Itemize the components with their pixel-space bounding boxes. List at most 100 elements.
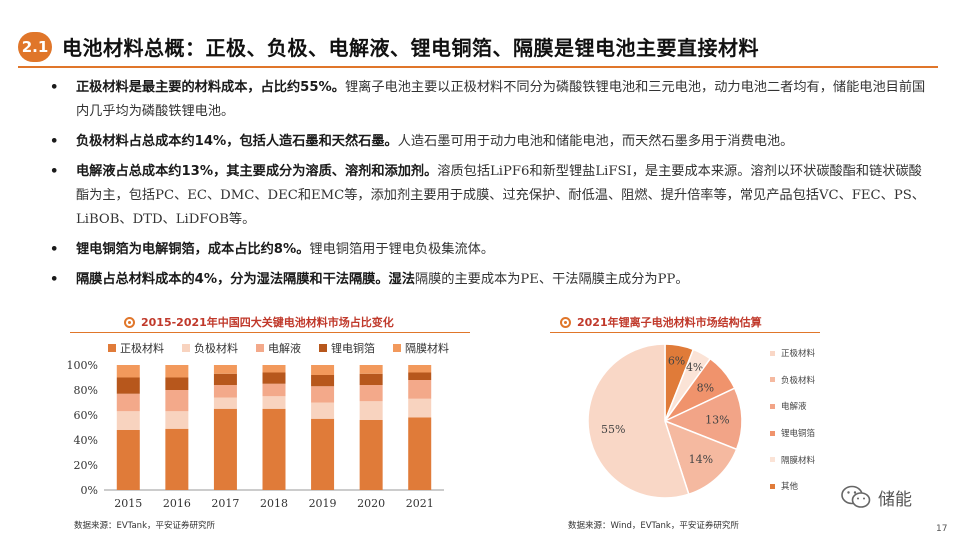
- bullet-dot: •: [50, 134, 59, 149]
- bullet-anode: • 负极材料占总成本约14%，包括人造石墨和天然石墨。人造石墨可用于动力电池和储…: [50, 130, 930, 154]
- bar-segment: [359, 373, 383, 385]
- bullet-dot: •: [50, 242, 59, 257]
- bar-chart-title-rule: [70, 332, 470, 333]
- legend-label: 隔膜材料: [405, 342, 449, 355]
- bar-segment: [165, 428, 189, 490]
- bar-chart-legend: 正极材料 负极材料 电解液 锂电铜箔 隔膜材料: [108, 340, 449, 356]
- bar-chart-title-text: 2015-2021年中国四大关键电池材料市场占比变化: [141, 316, 394, 329]
- pie-legend-swatch: [770, 403, 775, 409]
- bullet-dot: •: [50, 80, 59, 95]
- pie-slice-label: 4%: [686, 361, 703, 374]
- pie-chart: 6%4% 8% 13% 14% 55%: [587, 343, 743, 499]
- bullet-copper-foil: • 锂电铜箔为电解铜箔，成本占比约8%。锂电铜箔用于锂电负极集流体。: [50, 238, 930, 262]
- bullet-bold-text: 隔膜占总材料成本的4%，分为湿法隔膜和干法隔膜。湿法: [76, 272, 415, 287]
- bullet-bold-text: 负极材料占总成本约14%，包括人造石墨和天然石墨。: [76, 134, 398, 149]
- bar-segment: [213, 397, 237, 409]
- bullet-separator: • 隔膜占总材料成本的4%，分为湿法隔膜和干法隔膜。湿法隔膜的主要成本为PE、干…: [50, 268, 930, 292]
- x-tick-label: 2015: [114, 497, 142, 510]
- bar-segment: [116, 393, 140, 412]
- bar-segment: [165, 411, 189, 429]
- x-tick-label: 2019: [309, 497, 337, 510]
- stacked-bar-chart: 0% 20% 40% 60% 80% 100% 2015 2016 2017 2018 2019 20…: [67, 359, 444, 510]
- pie-chart-legend: 正极材料负极材料电解液锂电铜箔隔膜材料其他: [770, 340, 815, 500]
- pie-slice-label: 13%: [705, 413, 729, 426]
- wechat-icon: [841, 485, 871, 508]
- pie-legend-swatch: [770, 457, 775, 463]
- pie-slice-label: 6%: [668, 354, 685, 367]
- bar-segment: [165, 390, 189, 412]
- pie-legend-label: 负极材料: [781, 375, 816, 386]
- y-tick-label: 20%: [74, 459, 98, 472]
- y-tick-label: 80%: [74, 384, 98, 397]
- legend-swatch: [108, 344, 116, 352]
- y-tick-label: 0%: [81, 484, 98, 497]
- bar-segment: [311, 375, 335, 387]
- bullet-bold-text: 电解液占总成本约13%，其主要成分为溶质、溶剂和添加剂。: [76, 164, 438, 179]
- pie-legend-entry: 锂电铜箔: [770, 420, 815, 447]
- legend-entry: 电解液: [256, 340, 301, 356]
- bar-chart-source: 数据来源：EVTank，平安证券研究所: [74, 521, 215, 531]
- bar-segment: [116, 377, 140, 394]
- x-tick-label: 2016: [163, 497, 191, 510]
- pie-chart-source: 数据来源：Wind，EVTank，平安证券研究所: [568, 521, 739, 531]
- pie-legend-label: 锂电铜箔: [781, 429, 816, 440]
- bullet-text: 溶质包括LiPF6和新型锂盐LiFSI，是主要成本来源。溶剂以环状碳酸酯和链状碳…: [76, 164, 925, 227]
- pie-legend-label: 电解液: [781, 402, 807, 413]
- pie-slice: [587, 343, 690, 499]
- bar-segment: [408, 398, 432, 418]
- pie-legend-entry: 隔膜材料: [770, 446, 815, 473]
- pie-legend-swatch: [770, 430, 775, 436]
- bar-segment: [408, 417, 432, 490]
- x-tick-label: 2017: [211, 497, 239, 510]
- y-tick-label: 40%: [74, 434, 98, 447]
- bullet-text: 锂电铜箔用于锂电负极集流体。: [309, 242, 495, 257]
- pie-chart-title: 2021年锂离子电池材料市场结构估算: [560, 314, 762, 330]
- pie-legend-swatch: [770, 377, 775, 383]
- bar-segment: [359, 365, 383, 374]
- legend-swatch: [393, 344, 401, 352]
- pie-legend-entry: 电解液: [770, 393, 815, 420]
- pie-legend-entry: 正极材料: [770, 340, 815, 367]
- bar-segment: [213, 373, 237, 385]
- legend-label: 锂电铜箔: [331, 342, 375, 355]
- target-icon: [560, 316, 571, 328]
- bullet-bold-text: 正极材料是最主要的材料成本，占比约55%。: [76, 80, 345, 95]
- bar-segment: [213, 408, 237, 490]
- bar-segment: [262, 408, 286, 490]
- legend-label: 负极材料: [194, 342, 238, 355]
- bar-segment: [116, 411, 140, 430]
- bar-segment: [116, 365, 140, 378]
- bar-segment: [408, 365, 432, 373]
- bullet-cathode: • 正极材料是最主要的材料成本，占比约55%。锂离子电池主要以正极材料不同分为磷…: [50, 76, 930, 124]
- bullet-electrolyte: • 电解液占总成本约13%，其主要成分为溶质、溶剂和添加剂。溶质包括LiPF6和…: [50, 160, 930, 232]
- pie-chart-title-text: 2021年锂离子电池材料市场结构估算: [577, 316, 762, 329]
- pie-legend-entry: 其他: [770, 473, 815, 500]
- x-tick-label: 2018: [260, 497, 288, 510]
- y-tick-label: 100%: [67, 359, 98, 372]
- pie-legend-label: 其他: [781, 482, 799, 493]
- bar-segment: [359, 385, 383, 402]
- x-tick-label: 2021: [406, 497, 434, 510]
- bullet-text: 人造石墨可用于动力电池和储能电池，而天然石墨多用于消费电池。: [397, 134, 794, 149]
- bar-segment: [165, 377, 189, 390]
- legend-entry: 正极材料: [108, 340, 164, 356]
- bar-segment: [213, 385, 237, 398]
- slide-header: 2.1 电池材料总概：正极、负极、电解液、锂电铜箔、隔膜是锂电池主要直接材料: [18, 30, 938, 68]
- pie-slice-label: 8%: [697, 382, 714, 395]
- target-icon: [124, 316, 135, 328]
- section-number-badge: 2.1: [18, 32, 52, 62]
- pie-slice-label: 55%: [601, 423, 625, 436]
- legend-swatch: [256, 344, 264, 352]
- legend-label: 电解液: [268, 342, 301, 355]
- pie-legend-label: 隔膜材料: [781, 455, 816, 466]
- legend-entry: 负极材料: [182, 340, 238, 356]
- x-tick-label: 2020: [357, 497, 385, 510]
- legend-swatch: [319, 344, 327, 352]
- bar-segment: [262, 365, 286, 373]
- bullet-dot: •: [50, 164, 59, 179]
- bar-segment: [408, 372, 432, 380]
- bullet-text: 锂离子电池主要以正极材料不同分为磷酸铁锂电池和三元电池，动力电池二者均有，储能电…: [76, 80, 926, 119]
- pie-legend-label: 正极材料: [781, 349, 816, 360]
- brand-logo: 储能: [840, 484, 912, 510]
- bar-chart-title: 2015-2021年中国四大关键电池材料市场占比变化: [124, 314, 394, 330]
